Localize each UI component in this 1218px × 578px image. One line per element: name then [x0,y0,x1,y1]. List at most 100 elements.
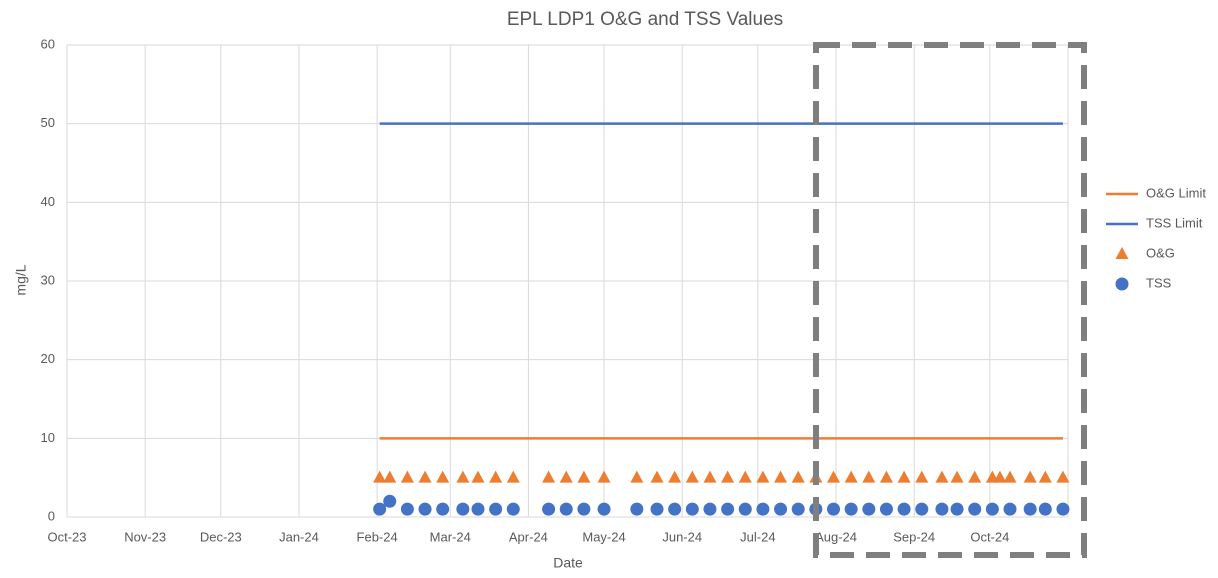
triangle-marker [915,470,929,483]
circle-marker [1003,502,1017,516]
circle-marker [456,502,470,516]
triangle-marker [950,470,964,483]
triangle-marker [738,470,752,483]
triangle-marker [774,470,788,483]
circle-marker [1056,502,1070,516]
triangle-marker [542,470,556,483]
triangle-marker [471,470,485,483]
triangle-marker [756,470,770,483]
circle-marker [862,502,876,516]
legend-label: TSS [1146,275,1172,290]
circle-marker [844,502,858,516]
circle-marker [1115,277,1129,291]
x-tick-label: Oct-23 [47,529,86,544]
triangle-marker [418,470,432,483]
circle-marker [879,502,893,516]
highlight-box [813,42,1087,558]
x-tick-label: Nov-23 [124,529,166,544]
triangle-marker [685,470,699,483]
triangle-marker [506,470,520,483]
triangle-marker [1115,247,1129,259]
marks [373,122,1070,516]
circle-marker [915,502,929,516]
triangle-marker [1023,470,1037,483]
chart-title: EPL LDP1 O&G and TSS Values [507,9,783,30]
triangle-marker [400,470,414,483]
x-tick-label: Jan-24 [279,529,319,544]
circle-marker [630,502,644,516]
circle-marker [597,502,611,516]
triangle-marker [383,470,397,483]
y-tick-label: 0 [48,508,55,523]
x-tick-label: Jun-24 [662,529,702,544]
triangle-marker [935,470,949,483]
circle-marker [668,502,682,516]
triangle-marker [597,470,611,483]
grid: 0 10 20 30 40 50 60 Oct-23 Nov-23 Dec-23 Jan-24 Feb… [41,36,1069,544]
triangle-marker [456,470,470,483]
triangle-marker [827,470,841,483]
circle-marker [559,502,573,516]
circle-marker [685,502,699,516]
circle-marker [418,502,432,516]
y-tick-label: 50 [41,115,55,130]
circle-marker [436,502,450,516]
triangle-marker [844,470,858,483]
y-tick-label: 40 [41,194,55,209]
triangle-marker [668,470,682,483]
triangle-marker [993,470,1007,483]
circle-marker [791,502,805,516]
y-axis-label: mg/L [13,264,29,295]
triangle-marker [703,470,717,483]
circle-marker [1023,502,1037,516]
circle-marker [471,502,485,516]
circle-marker [542,502,556,516]
x-tick-label: Feb-24 [357,529,398,544]
triangle-marker [436,470,450,483]
x-tick-label: Jul-24 [740,529,775,544]
triangle-marker [650,470,664,483]
circle-marker [1038,502,1052,516]
triangle-marker [1038,470,1052,483]
x-tick-label: Apr-24 [509,529,548,544]
triangle-marker [879,470,893,483]
circle-marker [774,502,788,516]
y-tick-label: 20 [41,351,55,366]
circle-marker [897,502,911,516]
legend-label: O&G [1146,245,1175,260]
circle-marker [703,502,717,516]
legend-label: O&G Limit [1146,185,1206,200]
circle-marker [756,502,770,516]
x-tick-label: May-24 [582,529,625,544]
circle-marker [827,502,841,516]
triangle-marker [862,470,876,483]
triangle-marker [489,470,503,483]
triangle-marker [791,470,805,483]
circle-marker [489,502,503,516]
x-tick-label: Mar-24 [430,529,471,544]
circle-marker [383,494,397,508]
x-tick-label: Sep-24 [893,529,935,544]
circle-marker [950,502,964,516]
circle-marker [968,502,982,516]
triangle-marker [373,470,387,483]
x-axis-label: Date [553,555,583,571]
triangle-marker [1003,470,1017,483]
y-tick-label: 30 [41,272,55,287]
y-tick-label: 60 [41,36,55,51]
circle-marker [738,502,752,516]
x-tick-label: Aug-24 [815,529,857,544]
circle-marker [506,502,520,516]
legend: O&G Limit TSS Limit O&G TSS [1106,185,1206,291]
circle-marker [985,502,999,516]
legend-label: TSS Limit [1146,215,1203,230]
circle-marker [721,502,735,516]
circle-marker [650,502,664,516]
triangle-marker [721,470,735,483]
triangle-marker [559,470,573,483]
triangle-marker [897,470,911,483]
circle-marker [935,502,949,516]
x-tick-label: Dec-23 [200,529,242,544]
